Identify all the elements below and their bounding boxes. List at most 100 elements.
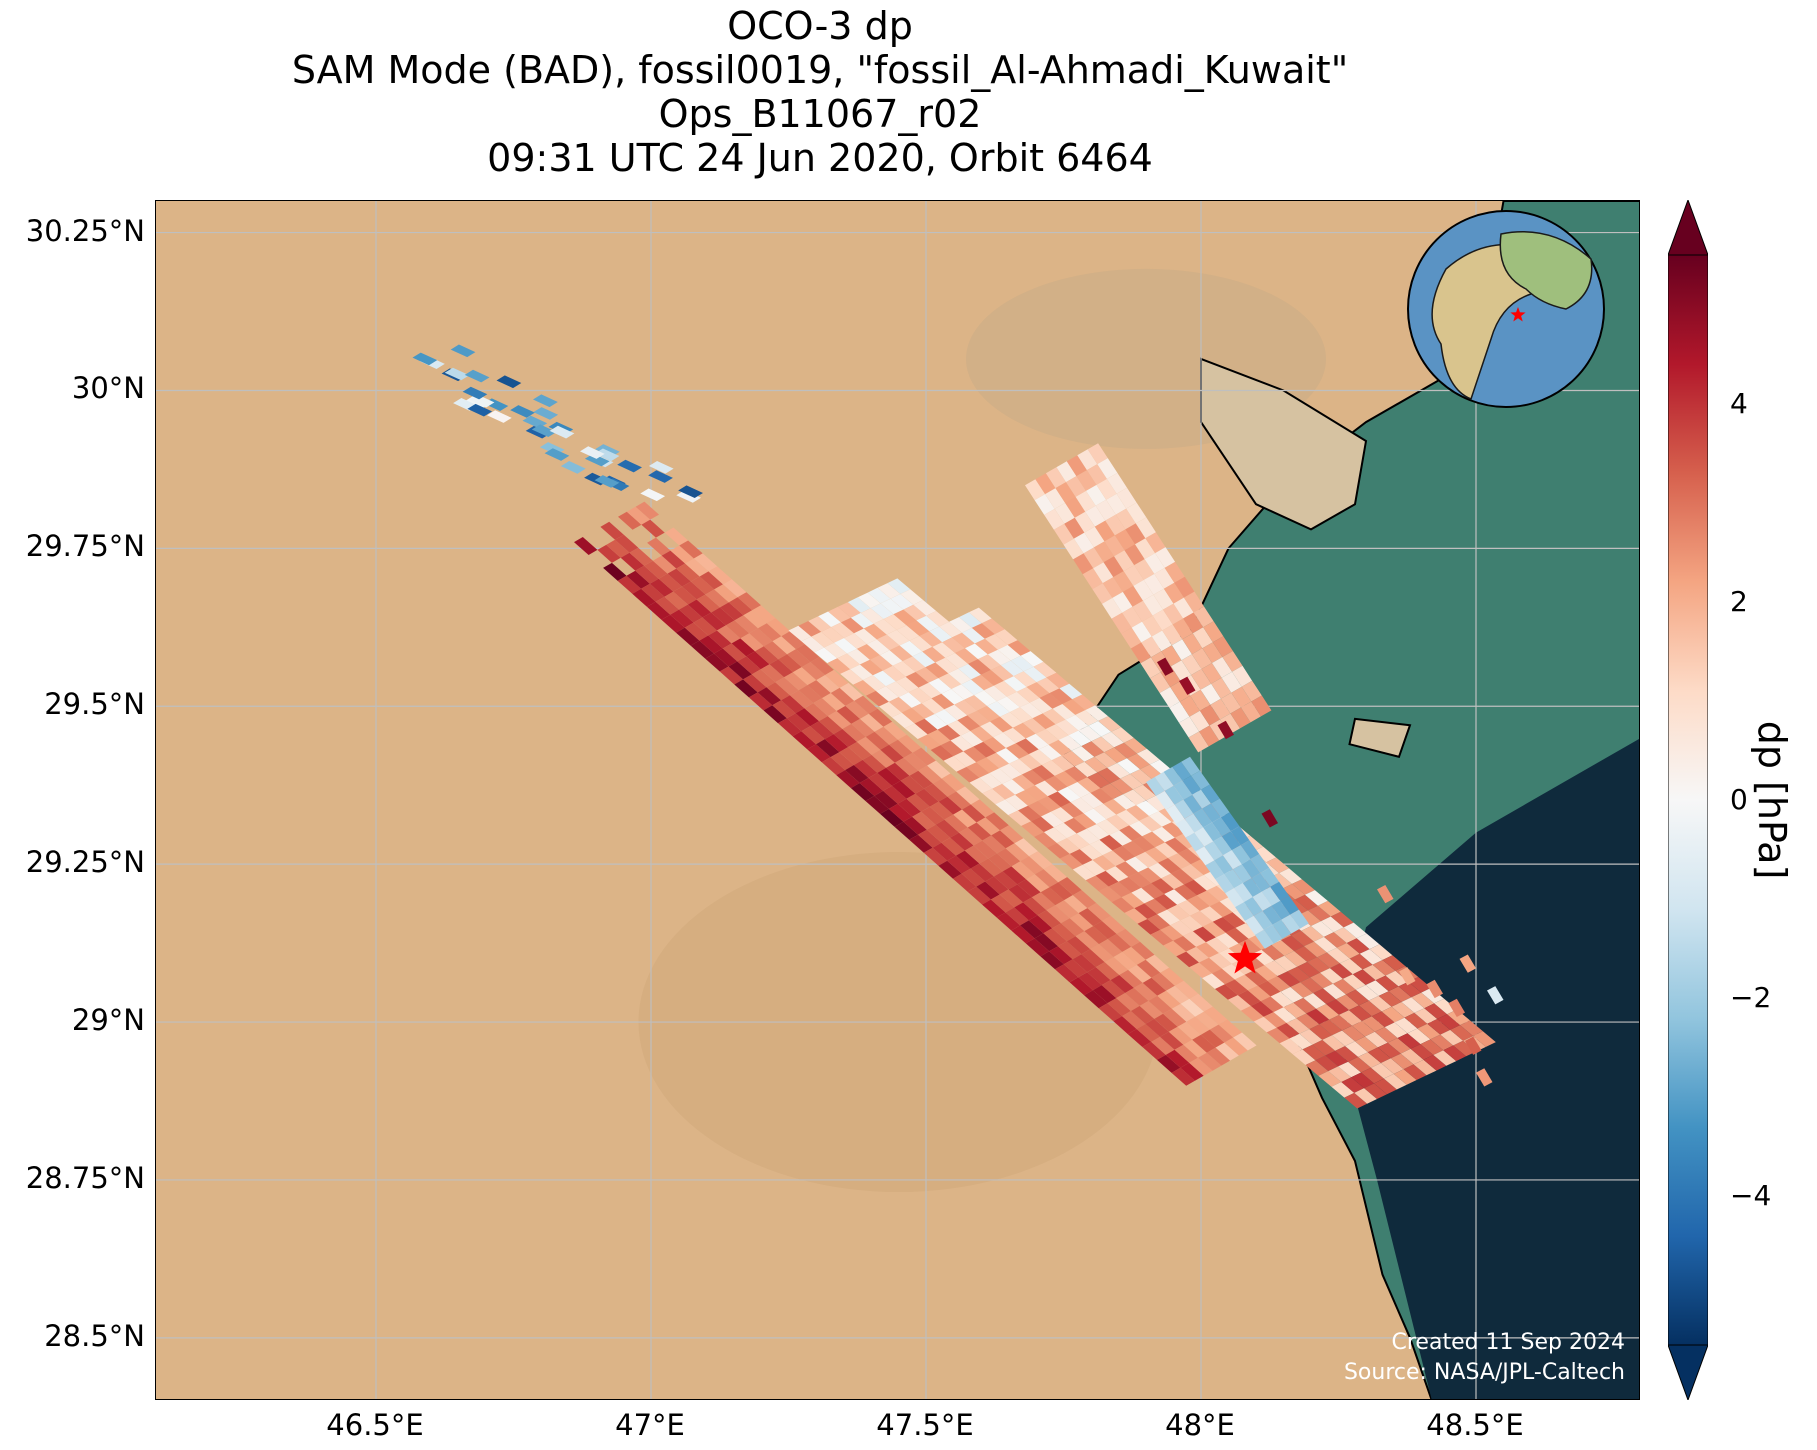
sounding-cell <box>766 682 790 701</box>
sounding-cell <box>1155 842 1178 858</box>
sounding-cell <box>850 612 874 629</box>
sounding-cell <box>853 759 878 778</box>
sounding-cell <box>932 842 956 861</box>
sounding-cell <box>944 704 968 721</box>
sounding-cell <box>1139 1000 1163 1019</box>
sounding-cell <box>983 737 1006 753</box>
sounding-cell <box>664 591 688 610</box>
sounding-cell <box>1290 909 1309 929</box>
sounding-cell <box>959 827 983 846</box>
sounding-cell <box>714 584 738 603</box>
sounding-cell <box>1261 944 1285 961</box>
sounding-cell <box>1113 951 1137 970</box>
sounding-cell <box>648 470 673 483</box>
sounding-cell <box>1204 841 1223 861</box>
sounding-cell <box>1164 561 1185 583</box>
sounding-cell <box>1385 970 1409 987</box>
sounding-cell <box>891 712 915 729</box>
sounding-cell <box>1059 853 1083 870</box>
sounding-cell <box>994 629 1018 645</box>
sounding-cell <box>1111 897 1135 913</box>
sounding-cell <box>1056 461 1077 483</box>
sounding-cell <box>1012 722 1036 739</box>
sounding-cell <box>842 723 866 742</box>
sounding-cell <box>1417 1023 1441 1040</box>
sounding-cell <box>731 638 755 657</box>
sounding-cell <box>798 685 822 704</box>
sounding-cell <box>810 721 834 740</box>
sounding-cell <box>1263 1012 1287 1028</box>
sounding-cell <box>1072 694 1096 711</box>
sounding-cell <box>510 405 535 418</box>
sounding-cell <box>1143 573 1164 595</box>
sounding-cell <box>1346 938 1370 954</box>
sounding-cell <box>1144 553 1165 574</box>
sounding-cell <box>877 583 901 599</box>
sounding-cell <box>1005 794 1028 811</box>
sounding-cell <box>1374 1027 1398 1043</box>
sounding-cell <box>1299 1029 1323 1045</box>
sounding-cell <box>1033 661 1057 678</box>
sounding-cell <box>992 783 1016 800</box>
sounding-cell <box>1355 1036 1378 1053</box>
sounding-cell <box>1364 1031 1388 1048</box>
sounding-cell <box>1261 886 1281 906</box>
sounding-cell <box>1032 713 1056 730</box>
sounding-cell <box>1296 1013 1320 1030</box>
sounding-cell <box>982 835 1006 854</box>
sounding-cell <box>1448 998 1465 1017</box>
sounding-cell <box>1311 921 1334 937</box>
sounding-cell <box>1157 990 1181 1009</box>
sounding-cell <box>1220 812 1240 832</box>
sounding-cell <box>967 822 992 841</box>
sounding-cell <box>1317 952 1340 969</box>
sounding-cell <box>1110 975 1134 993</box>
sounding-cell <box>909 636 933 652</box>
sounding-cell <box>1071 746 1095 762</box>
sounding-cell <box>1202 803 1221 823</box>
sounding-cell <box>1102 577 1123 598</box>
sounding-cell <box>1171 1067 1195 1086</box>
sounding-cell <box>1188 731 1209 753</box>
sounding-cell <box>1298 910 1321 926</box>
sounding-cell <box>1095 870 1119 887</box>
sounding-cell <box>984 685 1007 702</box>
sounding-cell <box>883 614 907 630</box>
sounding-cell <box>1330 963 1353 979</box>
sounding-cell <box>1316 1004 1340 1020</box>
sounding-cell <box>1339 1010 1362 1026</box>
sounding-cell <box>903 816 927 835</box>
sounding-cell <box>1066 476 1086 497</box>
sounding-cell <box>1074 761 1098 778</box>
sounding-cell <box>1105 866 1129 882</box>
sounding-cell <box>1215 984 1238 1000</box>
sounding-cell <box>1031 892 1056 911</box>
sounding-cell <box>1101 980 1126 999</box>
sounding-cell <box>1161 645 1182 667</box>
sounding-cell <box>1196 942 1219 958</box>
sounding-cell <box>996 748 1019 764</box>
sounding-cell <box>1099 834 1123 851</box>
sounding-cell <box>1028 915 1053 934</box>
sounding-cell <box>1179 676 1196 695</box>
sounding-cell <box>1163 1008 1187 1027</box>
sounding-cell <box>841 617 864 634</box>
sounding-cell <box>1199 704 1220 726</box>
sounding-cell <box>927 729 951 746</box>
sounding-cell <box>1076 828 1100 845</box>
sounding-cell <box>1177 848 1201 865</box>
sounding-cell <box>1233 1032 1257 1051</box>
sounding-cell <box>888 697 912 713</box>
sounding-cell <box>1116 928 1140 947</box>
colorbar <box>1667 198 1709 1402</box>
sounding-cell <box>1173 936 1197 952</box>
sounding-cell <box>1016 687 1040 703</box>
sounding-cell <box>1168 1026 1193 1045</box>
sounding-cell <box>1000 660 1024 677</box>
sounding-cell <box>1084 756 1108 773</box>
deep-sea <box>1338 738 1639 1399</box>
sounding-cell <box>942 637 965 653</box>
sounding-cell <box>1286 1018 1310 1034</box>
sounding-cell <box>1058 735 1082 751</box>
sounding-cell <box>1413 1059 1437 1076</box>
